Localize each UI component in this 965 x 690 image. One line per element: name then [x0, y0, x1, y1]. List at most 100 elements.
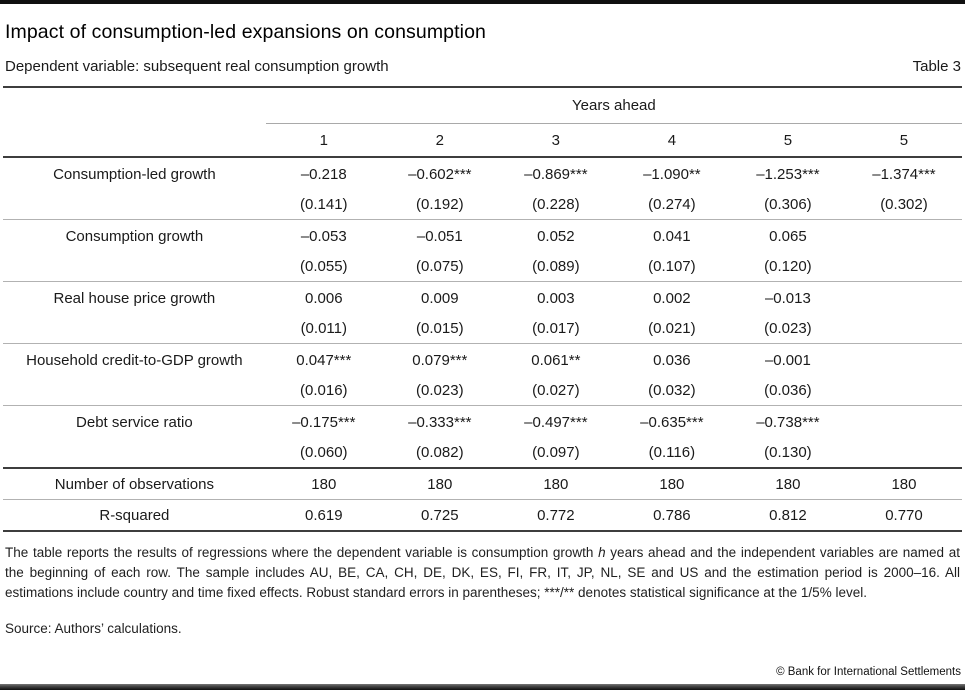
empty-cell	[3, 190, 266, 220]
standard-error-value: (0.228)	[497, 190, 614, 220]
summary-value: 180	[497, 468, 614, 500]
coefficient-value: 0.006	[305, 290, 343, 307]
summary-value: 180	[381, 468, 498, 500]
standard-error-value	[845, 314, 962, 344]
coefficient-row: Consumption-led growth –0.218 –0.602*** –0.…	[3, 157, 962, 190]
column-header-6: 5	[845, 123, 962, 158]
standard-error-value: (0.060)	[265, 438, 382, 469]
coefficient-value: 0.003	[537, 290, 575, 307]
standard-error-value: (0.015)	[381, 314, 498, 344]
standard-error-value: (0.097)	[497, 438, 614, 469]
column-header-4: 4	[613, 123, 730, 158]
standard-error-row: (0.016) (0.023) (0.027) (0.032) (0.036)	[3, 376, 962, 406]
table-notes: The table reports the results of regress…	[5, 543, 960, 603]
empty-cell	[3, 88, 266, 124]
coefficient-value: –0.333***	[408, 414, 472, 431]
bottom-rule	[0, 684, 965, 690]
dependent-variable-subtitle: Dependent variable: subsequent real cons…	[5, 58, 389, 75]
source-line: Source: Authors’ calculations.	[5, 621, 182, 636]
coefficient-value: 0.036	[653, 352, 691, 369]
coefficient-value: 0.002	[653, 290, 691, 307]
standard-error-value: (0.021)	[613, 314, 730, 344]
coefficient-value: 0.047***	[296, 352, 352, 369]
coefficient-value: –0.602***	[408, 166, 472, 183]
standard-error-value: (0.274)	[613, 190, 730, 220]
coefficient-value: 0.065	[769, 228, 807, 245]
variable-label: Consumption growth	[65, 228, 204, 245]
variable-label: Household credit-to-GDP growth	[26, 352, 243, 369]
standard-error-value: (0.107)	[613, 252, 730, 282]
empty-cell	[3, 376, 266, 406]
coefficient-value: –0.497***	[524, 414, 588, 431]
coefficient-value: –0.738***	[756, 414, 820, 431]
column-header-3: 3	[497, 123, 614, 158]
notes-text: years ahead and the independent variable…	[5, 545, 960, 600]
table-top-rule	[3, 86, 962, 88]
variable-label: Consumption-led growth	[53, 166, 216, 183]
top-rule	[0, 0, 965, 4]
coefficient-value: 0.009	[421, 290, 459, 307]
summary-label: Number of observations	[3, 468, 266, 500]
column-header-5: 5	[729, 123, 846, 158]
coefficient-value	[846, 344, 962, 377]
standard-error-value: (0.141)	[265, 190, 382, 220]
standard-error-value: (0.027)	[497, 376, 614, 406]
copyright-notice: © Bank for International Settlements	[776, 666, 961, 678]
summary-value: 0.772	[497, 499, 614, 532]
summary-value: 0.619	[265, 499, 382, 532]
standard-error-value: (0.017)	[497, 314, 614, 344]
standard-error-value: (0.032)	[613, 376, 730, 406]
column-header-1: 1	[265, 123, 382, 158]
empty-cell	[3, 252, 266, 282]
coefficient-value: –0.013	[764, 290, 811, 307]
subtitle-row: Dependent variable: subsequent real cons…	[5, 58, 961, 75]
summary-row: R-squared 0.619 0.725 0.772 0.786 0.812 0.770	[3, 499, 962, 532]
standard-error-row: (0.055) (0.075) (0.089) (0.107) (0.120)	[3, 252, 962, 282]
coefficient-row: Consumption growth –0.053 –0.051 0.052 0.041…	[3, 220, 962, 253]
years-ahead-header: Years ahead	[265, 88, 962, 124]
standard-error-value: (0.055)	[265, 252, 382, 282]
standard-error-value: (0.011)	[265, 314, 382, 344]
standard-error-value	[845, 376, 962, 406]
summary-value: 180	[265, 468, 382, 500]
coefficient-value: –0.218	[300, 166, 347, 183]
coefficient-value: –1.090**	[643, 166, 701, 183]
summary-value: 180	[729, 468, 846, 500]
standard-error-row: (0.141) (0.192) (0.228) (0.274) (0.306) (0.30…	[3, 190, 962, 220]
coefficient-value: –0.001	[764, 352, 811, 369]
summary-label: R-squared	[3, 499, 266, 532]
summary-value: 180	[845, 468, 962, 500]
standard-error-value: (0.120)	[729, 252, 846, 282]
coefficient-value: –1.374***	[872, 166, 936, 183]
standard-error-value: (0.116)	[613, 438, 730, 469]
empty-cell	[3, 123, 266, 158]
coefficient-value: 0.052	[537, 228, 575, 245]
column-header-2: 2	[381, 123, 498, 158]
variable-label: Real house price growth	[53, 290, 216, 307]
coefficient-row: Household credit-to-GDP growth 0.047*** 0.…	[3, 344, 962, 377]
standard-error-value: (0.023)	[729, 314, 846, 344]
notes-text: The table reports the results of regress…	[5, 545, 599, 560]
variable-label: Debt service ratio	[76, 414, 193, 431]
empty-cell	[3, 438, 266, 469]
standard-error-value: (0.192)	[381, 190, 498, 220]
years-ahead-row: Years ahead	[3, 88, 962, 124]
page-title: Impact of consumption-led expansions on …	[5, 21, 486, 43]
coefficient-value	[846, 220, 962, 253]
coefficient-value	[846, 406, 962, 439]
summary-value: 180	[613, 468, 730, 500]
coefficient-row: Debt service ratio –0.175*** –0.333*** –0.4…	[3, 406, 962, 439]
summary-row: Number of observations 180 180 180 180 180 180	[3, 468, 962, 500]
summary-value: 0.812	[729, 499, 846, 532]
standard-error-value: (0.306)	[729, 190, 846, 220]
coefficient-value: –0.869***	[524, 166, 588, 183]
table-number-label: Table 3	[912, 58, 961, 75]
empty-cell	[3, 314, 266, 344]
standard-error-row: (0.011) (0.015) (0.017) (0.021) (0.023)	[3, 314, 962, 344]
summary-value: 0.725	[381, 499, 498, 532]
standard-error-value: (0.089)	[497, 252, 614, 282]
coefficient-row: Real house price growth 0.006 0.009 0.003 0.…	[3, 282, 962, 315]
